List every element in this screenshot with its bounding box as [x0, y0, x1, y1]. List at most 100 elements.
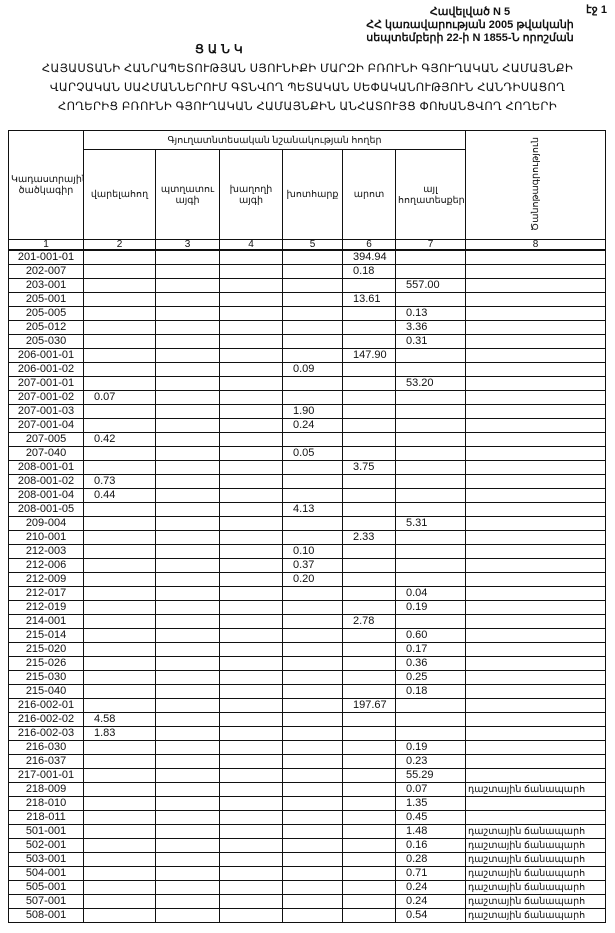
cell-arable: [83, 740, 156, 755]
cell-hayfield: 1.90: [282, 404, 343, 419]
table-row: 212-017 0.04: [8, 586, 606, 601]
cell-note: [465, 516, 606, 531]
cell-code: 207-001-03: [8, 404, 84, 419]
cell-pasture: [342, 880, 396, 895]
cell-note: [465, 278, 606, 293]
cell-other: [395, 418, 466, 433]
cell-other: [395, 249, 466, 265]
cell-vineyard: [219, 614, 283, 629]
cell-note: [465, 502, 606, 517]
cell-orchard: [155, 306, 220, 321]
cell-orchard: [155, 418, 220, 433]
cell-other: [395, 712, 466, 727]
table-row: 216-002-03 1.83: [8, 726, 606, 741]
cell-other: 0.16: [395, 838, 466, 853]
table-row: 216-002-02 4.58: [8, 712, 606, 727]
cell-orchard: [155, 390, 220, 405]
cell-orchard: [155, 866, 220, 881]
table-row: 205-005 0.13: [8, 306, 606, 321]
cell-arable: [83, 278, 156, 293]
cell-vineyard: [219, 432, 283, 447]
header-group: Գյուղատնտեսական նշանակության հողեր: [83, 129, 466, 151]
table-row: 208-001-02 0.73: [8, 474, 606, 489]
cell-pasture: [342, 376, 396, 391]
cell-code: 207-005: [8, 432, 84, 447]
cell-code: 206-001-02: [8, 362, 84, 377]
cell-hayfield: 0.05: [282, 446, 343, 461]
cell-note: [465, 684, 606, 699]
column-number: 2: [83, 239, 156, 251]
cell-arable: 1.83: [83, 726, 156, 741]
cell-code: 216-002-03: [8, 726, 84, 741]
cell-code: 209-004: [8, 516, 84, 531]
cell-code: 216-002-02: [8, 712, 84, 727]
cell-hayfield: [282, 348, 343, 363]
cell-code: 207-001-04: [8, 418, 84, 433]
cell-hayfield: [282, 670, 343, 685]
cell-code: 203-001: [8, 278, 84, 293]
cell-pasture: [342, 642, 396, 657]
cell-note: դաշտային ճանապարհ: [465, 866, 606, 881]
cell-hayfield: [282, 810, 343, 825]
cell-hayfield: [282, 614, 343, 629]
cell-note: [465, 376, 606, 391]
cell-arable: 0.44: [83, 488, 156, 503]
cell-hayfield: [282, 516, 343, 531]
cell-arable: [83, 362, 156, 377]
cell-arable: [83, 782, 156, 797]
cell-pasture: [342, 586, 396, 601]
list-title: ՑԱՆԿ: [195, 42, 247, 56]
title-line: ՎԱՐՉԱԿԱՆ ՍԱՀՄԱՆՆԵՐՈՒՄ ԳՏՆՎՈՂ ՊԵՏԱԿԱՆ ՍԵՓ…: [49, 82, 566, 94]
cell-hayfield: [282, 264, 343, 279]
cell-arable: [83, 628, 156, 643]
cell-orchard: [155, 656, 220, 671]
cell-orchard: [155, 320, 220, 335]
cell-note: [465, 558, 606, 573]
cell-note: [465, 362, 606, 377]
cell-note: դաշտային ճանապարհ: [465, 782, 606, 797]
cell-vineyard: [219, 446, 283, 461]
cell-other: [395, 446, 466, 461]
table-row: 207-001-01 53.20: [8, 376, 606, 391]
cell-vineyard: [219, 488, 283, 503]
cell-arable: [83, 614, 156, 629]
annex-line: Հավելված N 5: [429, 6, 511, 18]
cell-other: 0.23: [395, 754, 466, 769]
cell-hayfield: [282, 684, 343, 699]
cell-hayfield: [282, 390, 343, 405]
cell-hayfield: [282, 656, 343, 671]
cell-vineyard: [219, 306, 283, 321]
cell-vineyard: [219, 894, 283, 909]
cell-orchard: [155, 810, 220, 825]
cell-hayfield: [282, 432, 343, 447]
cell-other: [395, 530, 466, 545]
cell-other: 0.17: [395, 642, 466, 657]
cell-orchard: [155, 908, 220, 923]
table-row: 205-001 13.61: [8, 292, 606, 307]
table-row: 215-020 0.17: [8, 642, 606, 657]
cell-vineyard: [219, 600, 283, 615]
cell-pasture: [342, 894, 396, 909]
cell-arable: 4.58: [83, 712, 156, 727]
cell-arable: [83, 908, 156, 923]
cell-other: 0.28: [395, 852, 466, 867]
cell-code: 208-001-02: [8, 474, 84, 489]
header-code: Կադաստրային ծածկագիր: [8, 130, 84, 240]
header-orchard: պտղատու այգի: [155, 149, 220, 240]
cell-pasture: [342, 754, 396, 769]
cell-code: 214-001: [8, 614, 84, 629]
cell-other: [395, 264, 466, 279]
cell-vineyard: [219, 320, 283, 335]
cell-code: 207-040: [8, 446, 84, 461]
cell-pasture: [342, 852, 396, 867]
cell-arable: [83, 264, 156, 279]
cell-vineyard: [219, 390, 283, 405]
cell-orchard: [155, 572, 220, 587]
table-row: 508-001 0.54 դաշտային ճանապարհ: [8, 908, 606, 923]
table-row: 217-001-01 55.29: [8, 768, 606, 783]
cell-arable: [83, 810, 156, 825]
cell-orchard: [155, 600, 220, 615]
cell-other: 0.31: [395, 334, 466, 349]
cell-vineyard: [219, 516, 283, 531]
